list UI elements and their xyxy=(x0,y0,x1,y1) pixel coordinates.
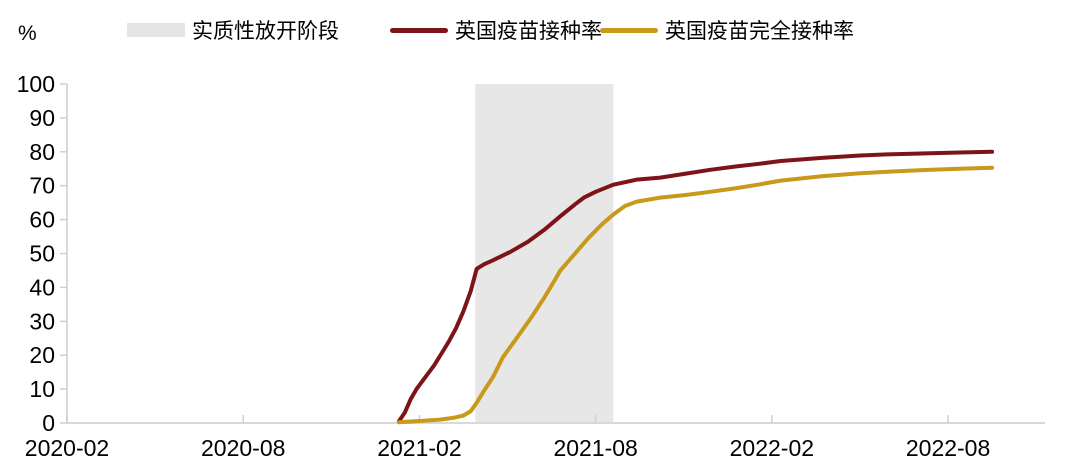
x-axis-tick-label: 2022-08 xyxy=(906,435,990,461)
uk-vaccination-rate-line xyxy=(396,149,995,424)
y-axis-tick-label: 50 xyxy=(29,241,55,267)
legend-label-full-vaccination-rate: 英国疫苗完全接种率 xyxy=(665,20,854,43)
legend-item-full-vaccination-rate: 英国疫苗完全接种率 xyxy=(600,16,854,44)
y-axis-tick-label: 100 xyxy=(17,71,55,97)
x-axis-tick-label: 2020-02 xyxy=(25,435,109,461)
y-axis-tick-label: 20 xyxy=(29,342,55,368)
legend-item-vaccination-rate: 英国疫苗接种率 xyxy=(390,16,602,44)
legend-item-reopening-phase: 实质性放开阶段 xyxy=(127,16,339,44)
y-axis-tick-label: 0 xyxy=(42,410,55,436)
x-axis-tick-label: 2022-02 xyxy=(730,435,814,461)
y-axis-unit-label: % xyxy=(18,22,37,45)
y-axis-tick-label: 70 xyxy=(29,173,55,199)
x-axis-tick-label: 2021-02 xyxy=(377,435,461,461)
y-axis-tick-label: 40 xyxy=(29,274,55,300)
y-axis-tick-label: 60 xyxy=(29,207,55,233)
y-axis-tick-label: 10 xyxy=(29,376,55,402)
y-axis-tick-label: 90 xyxy=(29,105,55,131)
y-axis-tick-label: 80 xyxy=(29,139,55,165)
uk-full-vaccination-rate-line xyxy=(396,165,995,425)
legend-label-vaccination-rate: 英国疫苗接种率 xyxy=(455,20,602,43)
full-vaccination-rate-line-swatch-icon xyxy=(600,27,658,33)
legend-label-reopening-phase: 实质性放开阶段 xyxy=(192,20,339,43)
x-axis-tick-label: 2020-08 xyxy=(201,435,285,461)
reopening-phase-swatch-icon xyxy=(127,23,185,37)
x-axis-tick-label: 2021-08 xyxy=(553,435,637,461)
y-axis-tick-label: 30 xyxy=(29,308,55,334)
vaccination-rate-line-swatch-icon xyxy=(390,27,448,33)
